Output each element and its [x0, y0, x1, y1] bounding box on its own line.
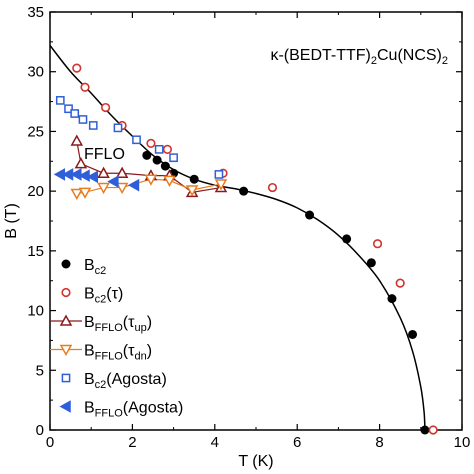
data-point-series-0	[189, 174, 199, 184]
legend-entry: Bc2(τ)	[84, 286, 123, 306]
data-point-series-3	[70, 188, 84, 201]
y-tick-label: 35	[27, 4, 44, 21]
data-point-series-0	[387, 294, 397, 304]
legend-marker	[59, 344, 73, 357]
legend-marker	[59, 400, 71, 413]
data-point-series-0	[239, 186, 249, 196]
data-point-series-0	[152, 155, 162, 165]
data-point-series-5	[86, 170, 99, 184]
data-point-series-4	[214, 170, 224, 179]
legend-entry: Bc2(Agosta)	[84, 371, 167, 391]
data-point-series-2	[70, 134, 84, 146]
x-tick-label: 2	[128, 434, 136, 451]
legend-marker	[61, 287, 71, 298]
data-point-series-3	[78, 187, 92, 199]
data-point-series-4	[169, 153, 178, 163]
x-tick-label: 10	[454, 434, 471, 451]
legend-entry: BFFLO(τdn)	[84, 343, 152, 363]
x-axis-label: T (K)	[238, 453, 273, 470]
y-axis-label: B (T)	[3, 203, 20, 239]
y-tick-label: 0	[36, 422, 44, 439]
legend-entry: BFFLO(Agosta)	[84, 400, 183, 420]
data-point-series-4	[55, 96, 65, 105]
data-markers	[53, 63, 438, 435]
data-point-series-4	[64, 104, 73, 114]
data-point-series-1	[428, 425, 438, 435]
fflo-phase-label: FFLO	[84, 146, 125, 163]
data-point-series-3	[144, 174, 158, 186]
x-tick-label: 4	[211, 434, 219, 451]
data-point-series-3	[97, 182, 110, 195]
legend-entry: BFFLO(τup)	[84, 314, 152, 334]
data-point-series-4	[78, 115, 88, 124]
data-point-series-3	[185, 185, 199, 197]
data-point-series-3	[214, 179, 228, 191]
data-point-series-1	[267, 182, 278, 193]
data-point-series-1	[395, 278, 405, 288]
legend-marker	[59, 314, 73, 326]
y-tick-label: 20	[27, 183, 44, 200]
data-point-series-1	[162, 144, 173, 154]
data-point-series-4	[113, 123, 123, 133]
data-point-series-4	[70, 109, 80, 118]
data-point-series-0	[408, 329, 418, 339]
plot-frame	[49, 11, 463, 431]
data-point-series-4	[88, 121, 98, 130]
data-point-series-1	[372, 239, 383, 249]
legend-marker	[61, 373, 71, 383]
data-point-series-5	[127, 178, 140, 192]
data-point-series-4	[154, 144, 164, 154]
data-point-series-1	[80, 82, 90, 92]
data-point-series-3	[163, 175, 176, 187]
data-point-series-5	[107, 175, 119, 188]
data-point-series-0	[342, 234, 352, 244]
legend-marker	[61, 259, 71, 269]
data-point-series-0	[366, 258, 376, 268]
data-point-series-0	[142, 150, 152, 160]
data-point-series-4	[132, 135, 141, 145]
data-point-series-0	[420, 425, 430, 435]
y-tick-label: 25	[27, 123, 44, 140]
legend: Bc2 Bc2(τ) BFFLO(τup) BFFLO(τdn) Bc2(Agosta)…	[50, 257, 183, 420]
x-tick-label: 0	[46, 434, 54, 451]
data-point-series-1	[146, 138, 156, 148]
data-point-series-3	[115, 182, 129, 195]
data-point-series-0	[305, 210, 315, 220]
compound-annotation: κ-(BEDT-TTF)2Cu(NCS)2	[270, 47, 448, 67]
y-tick-label: 10	[27, 303, 44, 320]
data-point-series-2	[74, 157, 88, 169]
data-point-series-2	[115, 166, 129, 178]
axis-ticks: 0 2 4 6 8 10 0 5 10 15 20 25 30 35	[27, 4, 470, 451]
data-point-series-2	[97, 166, 110, 178]
legend-entry: Bc2	[84, 257, 106, 277]
x-tick-label: 6	[293, 434, 301, 451]
data-point-series-0	[160, 161, 170, 171]
y-tick-label: 5	[36, 362, 44, 379]
data-point-series-1	[101, 102, 111, 113]
data-point-series-1	[72, 63, 82, 73]
x-tick-label: 8	[375, 434, 383, 451]
y-tick-label: 15	[27, 243, 44, 260]
y-tick-label: 30	[27, 64, 44, 81]
